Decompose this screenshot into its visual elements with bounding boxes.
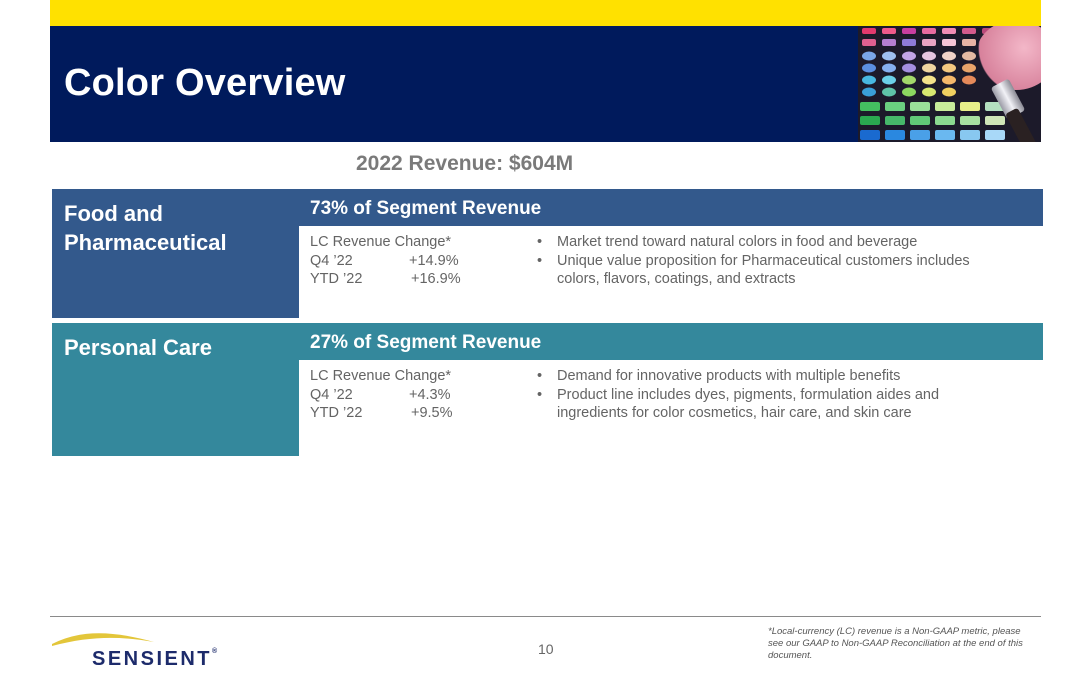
list-item: • Demand for innovative products with mul…	[537, 368, 901, 384]
q4-row: Q4 ’22 +14.9%	[310, 252, 530, 271]
lc-label: LC Revenue Change*	[310, 368, 452, 384]
lc-change-care: LC Revenue Change* Q4 ’22 +4.3% YTD ’22 …	[310, 367, 530, 423]
brand-wordmark: SENSIENT®	[92, 648, 218, 670]
eyeshadow-palette-image	[858, 26, 1041, 142]
segment-name-line2: Pharmaceutical	[64, 230, 227, 255]
ytd-value: +9.5%	[411, 405, 453, 421]
footer-divider	[50, 616, 1041, 617]
bullet-icon: •	[537, 386, 543, 403]
slide-title: Color Overview	[64, 62, 346, 104]
q4-label: Q4 ’22	[310, 252, 353, 269]
bullet-icon: •	[537, 252, 543, 269]
q4-row: Q4 ’22 +4.3%	[310, 386, 530, 405]
sensient-swoosh-icon	[52, 633, 154, 646]
ytd-value: +16.9%	[411, 271, 461, 287]
segment-name-line1: Personal Care	[64, 335, 212, 360]
page-number: 10	[538, 641, 554, 657]
bullet-icon: •	[537, 368, 543, 384]
ytd-label: YTD ’22	[310, 405, 363, 421]
lc-change-food: LC Revenue Change* Q4 ’22 +14.9% YTD ’22…	[310, 233, 530, 289]
lc-label: LC Revenue Change*	[310, 234, 452, 250]
top-accent-bar	[50, 0, 1041, 26]
bullet-list-care: • Demand for innovative products with mul…	[537, 367, 1017, 423]
segment-name-food: Food and Pharmaceutical	[52, 189, 299, 318]
ytd-row: YTD ’22 +16.9%	[310, 270, 530, 289]
sensient-logo: SENSIENT®	[50, 628, 220, 674]
slide-header: Color Overview	[50, 26, 1041, 142]
segment-share-food: 73% of Segment Revenue	[299, 189, 1043, 226]
segment-name-care: Personal Care	[52, 323, 299, 456]
ytd-row: YTD ’22 +9.5%	[310, 404, 530, 423]
segment-share-care: 27% of Segment Revenue	[299, 323, 1043, 360]
segment-name-line1: Food and	[64, 201, 163, 226]
bullet-icon: •	[537, 234, 543, 250]
q4-label: Q4 ’22	[310, 386, 353, 403]
list-item: • Unique value proposition for Pharmaceut…	[537, 252, 970, 288]
list-item: • Market trend toward natural colors in f…	[537, 234, 918, 250]
revenue-heading: 2022 Revenue: $604M	[356, 152, 574, 175]
q4-value: +4.3%	[409, 386, 451, 403]
bullet-list-food: • Market trend toward natural colors in f…	[537, 233, 1017, 289]
ytd-label: YTD ’22	[310, 271, 363, 287]
list-item: • Product line includes dyes, pigments, f…	[537, 386, 940, 422]
q4-value: +14.9%	[409, 252, 459, 269]
footnote: *Local-currency (LC) revenue is a Non-GA…	[768, 626, 1023, 661]
